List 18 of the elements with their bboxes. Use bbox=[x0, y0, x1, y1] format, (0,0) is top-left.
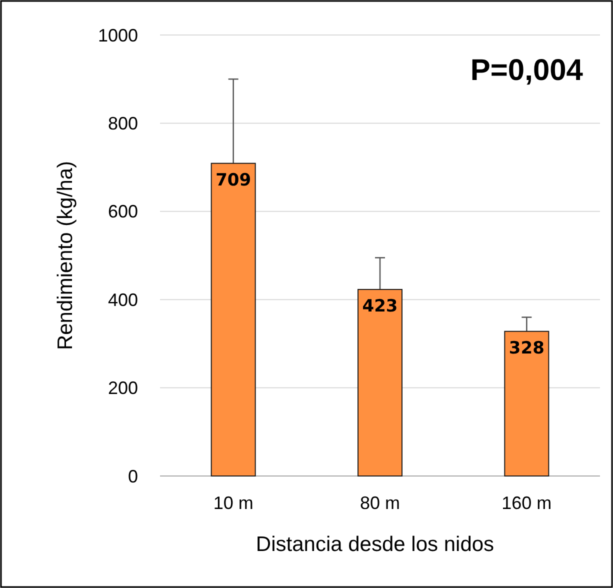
bar bbox=[210, 162, 256, 476]
x-tick-label: 160 m bbox=[502, 493, 552, 513]
y-tick-label: 600 bbox=[108, 202, 138, 222]
data-label: 328 bbox=[508, 338, 544, 358]
x-tick-label: 10 m bbox=[213, 493, 254, 513]
x-tick-label: 80 m bbox=[360, 493, 400, 513]
y-tick-label: 0 bbox=[128, 466, 138, 486]
y-tick-label: 800 bbox=[108, 114, 138, 134]
y-axis-title: Rendimiento (kg/ha) bbox=[54, 160, 77, 350]
bar bbox=[358, 288, 402, 476]
y-tick-label: 400 bbox=[108, 290, 138, 310]
annotation: P=0,004 bbox=[470, 54, 584, 87]
x-axis-title: Distancia desde los nidos bbox=[256, 533, 494, 556]
y-tick-label: 200 bbox=[108, 378, 138, 398]
bar bbox=[504, 330, 550, 476]
y-tick-label: 1000 bbox=[98, 25, 138, 46]
data-label: 709 bbox=[216, 170, 252, 190]
data-label: 423 bbox=[362, 296, 398, 316]
